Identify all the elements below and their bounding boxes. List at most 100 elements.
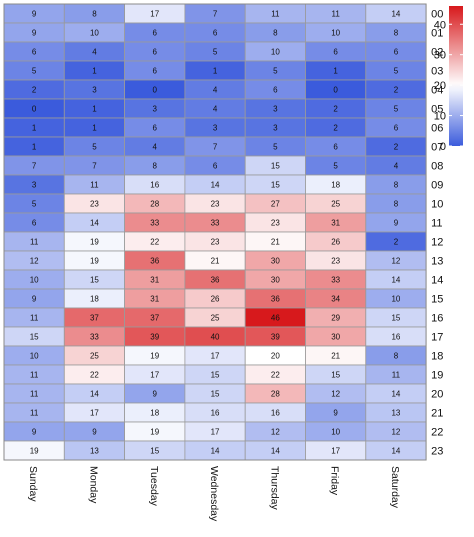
cell-label: 14 (211, 181, 220, 190)
cell-label: 15 (90, 276, 99, 285)
cell-label: 4 (92, 48, 97, 57)
y-tick-label: 03 (431, 66, 443, 78)
cell-label: 14 (271, 447, 280, 456)
x-tick-label: Thursday (268, 466, 280, 511)
cell-label: 10 (331, 428, 340, 437)
x-tick-label: Monday (87, 466, 99, 504)
cell-label: 20 (271, 352, 280, 361)
cell-label: 0 (333, 86, 338, 95)
cell-label: 15 (211, 371, 220, 380)
cell-label: 26 (211, 295, 220, 304)
cell-label: 5 (273, 67, 278, 76)
cell-label: 9 (153, 390, 158, 399)
colorbar-tick-label: 30 (434, 50, 446, 62)
cell-label: 25 (90, 352, 99, 361)
cell-label: 37 (90, 314, 99, 323)
cell-label: 15 (211, 390, 220, 399)
cell-label: 15 (331, 371, 340, 380)
cell-label: 2 (32, 86, 37, 95)
y-tick-label: 17 (431, 332, 443, 344)
cell-label: 7 (213, 143, 218, 152)
cell-label: 21 (331, 352, 340, 361)
cell-label: 11 (30, 314, 39, 323)
cell-label: 22 (271, 371, 280, 380)
cell-label: 26 (331, 238, 340, 247)
cell-label: 33 (150, 219, 159, 228)
cell-label: 3 (273, 124, 278, 133)
cell-label: 1 (92, 67, 97, 76)
cell-label: 2 (333, 124, 338, 133)
cell-label: 14 (211, 447, 220, 456)
cell-label: 16 (211, 409, 220, 418)
x-tick-label: Tuesday (148, 466, 160, 507)
cell-label: 2 (394, 86, 399, 95)
cell-label: 4 (213, 105, 218, 114)
cell-label: 8 (394, 200, 399, 209)
cell-label: 10 (90, 29, 99, 38)
cell-label: 29 (331, 314, 340, 323)
cell-label: 2 (394, 238, 399, 247)
cell-label: 21 (211, 257, 220, 266)
cell-label: 1 (92, 105, 97, 114)
cell-label: 19 (90, 238, 99, 247)
cell-label: 12 (30, 257, 39, 266)
y-tick-label: 12 (431, 237, 443, 249)
cell-label: 13 (90, 447, 99, 456)
cell-label: 10 (391, 295, 400, 304)
cell-label: 17 (150, 10, 159, 19)
x-tick-label: Sunday (27, 466, 39, 502)
cell-label: 17 (211, 428, 220, 437)
cell-label: 12 (391, 428, 400, 437)
cell-label: 36 (271, 295, 280, 304)
y-tick-label: 00 (431, 9, 443, 21)
cell-label: 4 (213, 86, 218, 95)
y-tick-label: 07 (431, 142, 443, 154)
cell-label: 23 (211, 238, 220, 247)
cell-label: 11 (90, 181, 99, 190)
cell-label: 36 (150, 257, 159, 266)
cell-label: 23 (271, 219, 280, 228)
cell-label: 14 (391, 390, 400, 399)
cell-label: 3 (92, 86, 97, 95)
cell-label: 30 (331, 333, 340, 342)
cell-label: 19 (30, 447, 39, 456)
cell-label: 34 (331, 295, 340, 304)
y-tick-label: 04 (431, 85, 443, 97)
cell-label: 28 (271, 390, 280, 399)
cell-label: 27 (271, 200, 280, 209)
cell-label: 4 (153, 143, 158, 152)
cell-label: 11 (30, 371, 39, 380)
cell-label: 22 (90, 371, 99, 380)
cell-label: 11 (392, 371, 401, 380)
cell-label: 2 (394, 143, 399, 152)
cell-label: 0 (32, 105, 37, 114)
cell-label: 12 (271, 428, 280, 437)
cell-label: 33 (211, 219, 220, 228)
cell-label: 10 (271, 48, 280, 57)
cell-label: 2 (333, 105, 338, 114)
cell-label: 46 (271, 314, 280, 323)
y-tick-label: 15 (431, 294, 443, 306)
cell-label: 12 (331, 390, 340, 399)
y-tick-label: 02 (431, 47, 443, 59)
cell-label: 37 (150, 314, 159, 323)
cell-label: 8 (394, 29, 399, 38)
cell-label: 12 (391, 257, 400, 266)
cell-label: 14 (391, 447, 400, 456)
cell-label: 15 (30, 333, 39, 342)
y-tick-label: 14 (431, 275, 443, 287)
cell-label: 18 (150, 409, 159, 418)
cell-label: 15 (271, 162, 280, 171)
cell-label: 23 (90, 200, 99, 209)
y-tick-label: 18 (431, 351, 443, 363)
cell-label: 9 (394, 219, 399, 228)
cell-label: 25 (211, 314, 220, 323)
cell-label: 17 (90, 409, 99, 418)
cell-label: 30 (271, 276, 280, 285)
cell-label: 7 (213, 10, 218, 19)
cell-label: 6 (333, 48, 338, 57)
cell-label: 15 (150, 447, 159, 456)
cell-label: 30 (271, 257, 280, 266)
cell-label: 7 (32, 162, 37, 171)
cell-label: 9 (92, 428, 97, 437)
